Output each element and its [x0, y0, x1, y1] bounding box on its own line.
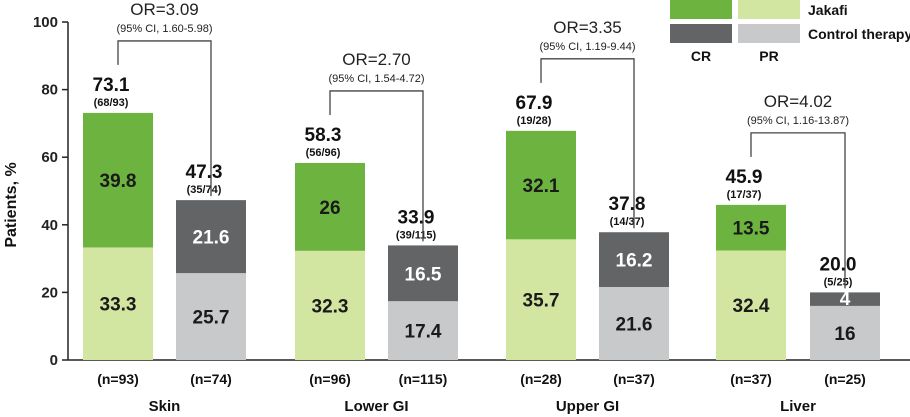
- legend-label-cr: CR: [691, 48, 711, 64]
- y-axis-label: Patients, %: [3, 162, 20, 247]
- total-value-label: 37.8: [609, 194, 646, 215]
- bar-segment-cr: [506, 130, 576, 240]
- pr-value-label: 35.7: [523, 291, 560, 312]
- bar-segment-pr: [388, 301, 458, 360]
- bar-segment-cr: [599, 232, 669, 287]
- total-value-label: 20.0: [820, 254, 857, 275]
- odds-ratio-label: OR=3.35: [553, 18, 622, 37]
- fraction-label: (35/74): [187, 184, 222, 196]
- bar-segment-cr: [83, 112, 153, 248]
- odds-ratio-bracket: [329, 90, 424, 242]
- category-label: Upper GI: [556, 398, 619, 415]
- cr-value-label: 13.5: [733, 219, 770, 240]
- total-value-label: 47.3: [186, 162, 223, 183]
- cr-value-label: 4: [840, 289, 851, 310]
- confidence-interval-label: (95% CI, 1.19-9.44): [540, 41, 636, 53]
- odds-ratio-bracket: [750, 132, 846, 289]
- fraction-label: (68/93): [94, 97, 129, 109]
- category-label: Lower GI: [344, 398, 408, 415]
- total-value-label: 45.9: [726, 167, 763, 188]
- y-tick-label: 60: [41, 149, 58, 166]
- fraction-label: (17/37): [727, 189, 762, 201]
- pr-value-label: 32.3: [312, 296, 349, 317]
- bar-segment-cr: [716, 204, 786, 251]
- legend-label-jakafi: Jakafi: [808, 2, 848, 18]
- legend-swatch-jakafi-pr: [738, 0, 800, 19]
- bar-segment-pr: [295, 250, 365, 360]
- cr-value-label: 21.6: [193, 228, 230, 249]
- pr-value-label: 25.7: [193, 308, 230, 329]
- pr-value-label: 32.4: [733, 296, 770, 317]
- legend-swatch-control-cr: [670, 24, 732, 43]
- sample-size-label: (n=96): [309, 371, 351, 387]
- odds-ratio-bracket: [117, 40, 212, 197]
- odds-ratio-label: OR=3.09: [130, 0, 199, 19]
- bar-segment-cr: [295, 162, 365, 251]
- odds-ratio-label: OR=4.02: [764, 92, 833, 111]
- bar-segment-cr: [810, 292, 880, 306]
- confidence-interval-label: (95% CI, 1.54-4.72): [329, 73, 425, 85]
- pr-value-label: 33.3: [100, 295, 137, 316]
- fraction-label: (14/37): [610, 216, 645, 228]
- bar-segment-pr: [810, 305, 880, 360]
- cr-value-label: 16.5: [405, 264, 442, 285]
- total-value-label: 73.1: [93, 75, 130, 96]
- fraction-label: (19/28): [517, 115, 552, 127]
- category-label: Skin: [149, 398, 181, 415]
- bar-segment-pr: [506, 239, 576, 360]
- sample-size-label: (n=93): [97, 371, 139, 387]
- cr-value-label: 26: [319, 198, 340, 219]
- bar-segment-pr: [83, 247, 153, 360]
- fraction-label: (56/96): [306, 147, 341, 159]
- pr-value-label: 16: [834, 324, 855, 345]
- legend-label-control: Control therapy: [808, 26, 910, 42]
- y-tick-label: 40: [41, 217, 58, 234]
- bar-segment-pr: [716, 250, 786, 360]
- fraction-label: (39/115): [396, 229, 437, 241]
- odds-ratio-annotations: OR=3.09 (95% CI, 1.60-5.98) OR=2.70 (95% CI…: [117, 0, 849, 289]
- legend-swatch-jakafi-cr: [670, 0, 732, 19]
- sample-size-label: (n=25): [824, 371, 866, 387]
- y-tick-label: 0: [50, 352, 58, 369]
- cr-value-label: 16.2: [616, 251, 653, 272]
- category-label: Liver: [780, 398, 816, 415]
- y-tick-label: 20: [41, 284, 58, 301]
- cr-value-label: 39.8: [100, 171, 137, 192]
- sample-size-label: (n=28): [520, 371, 562, 387]
- bar-segment-cr: [176, 200, 246, 274]
- sample-size-label: (n=74): [190, 371, 232, 387]
- total-value-label: 67.9: [516, 93, 553, 114]
- legend-swatch-control-pr: [738, 24, 800, 43]
- bar-segment-pr: [176, 273, 246, 360]
- sample-size-label: (n=37): [613, 371, 655, 387]
- pr-value-label: 21.6: [616, 314, 653, 335]
- y-tick-label: 80: [41, 82, 58, 99]
- sample-size-label: (n=37): [730, 371, 772, 387]
- confidence-interval-label: (95% CI, 1.60-5.98): [117, 23, 213, 35]
- total-value-label: 58.3: [305, 125, 342, 146]
- cr-value-label: 32.1: [523, 176, 560, 197]
- odds-ratio-label: OR=2.70: [342, 50, 411, 69]
- total-value-label: 33.9: [398, 207, 435, 228]
- confidence-interval-label: (95% CI, 1.16-13.87): [747, 115, 849, 127]
- bars: 33.3 39.8 73.1(68/93) (n=93) 25.7 21.6 47.3(35…: [83, 75, 880, 415]
- sample-size-label: (n=115): [399, 371, 448, 387]
- odds-ratio-bracket: [540, 58, 635, 229]
- pr-value-label: 17.4: [405, 322, 442, 343]
- legend: Jakafi Control therapy CR PR: [670, 0, 910, 64]
- fraction-label: (5/25): [824, 276, 853, 288]
- bar-segment-cr: [388, 245, 458, 302]
- bar-segment-pr: [599, 286, 669, 360]
- legend-label-pr: PR: [759, 48, 778, 64]
- y-tick-label: 100: [33, 14, 58, 31]
